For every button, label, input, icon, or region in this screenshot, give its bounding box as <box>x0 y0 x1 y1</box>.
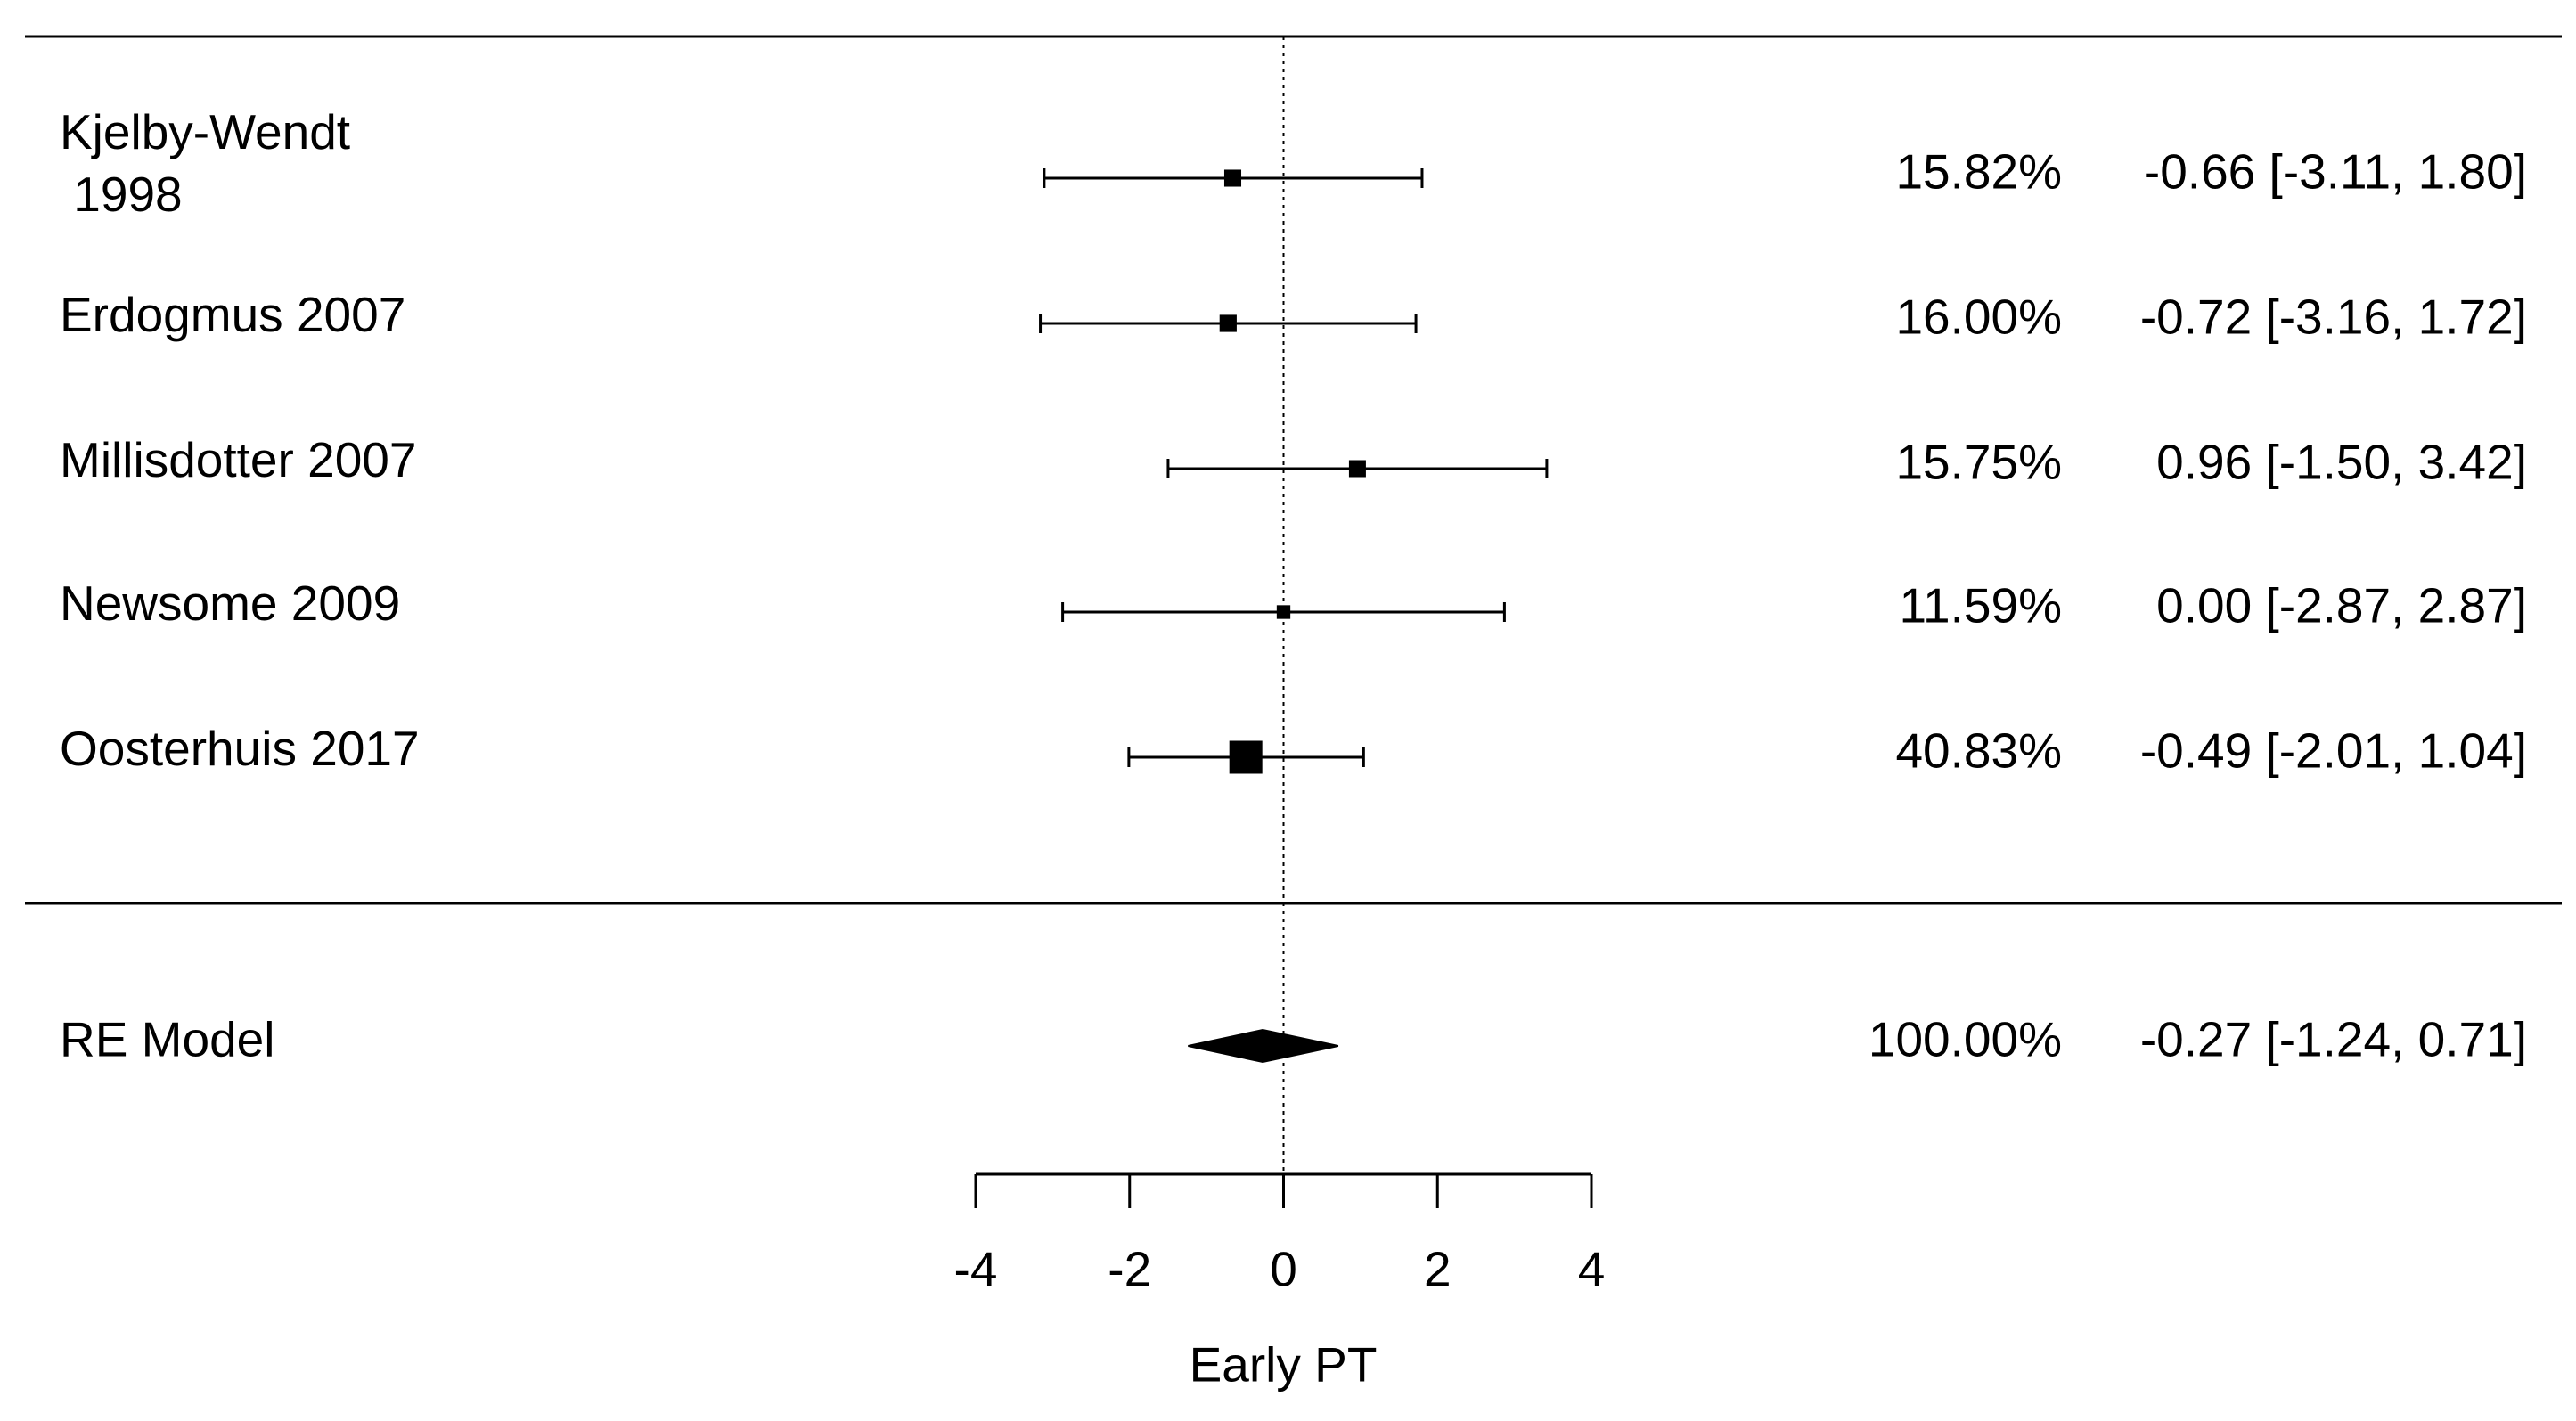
study-label: Oosterhuis 2017 <box>60 721 420 776</box>
summary-label: RE Model <box>60 1012 274 1067</box>
weight-label: 15.75% <box>1895 435 2062 490</box>
x-tick-label: 2 <box>1424 1242 1452 1297</box>
estimate-marker <box>1276 605 1291 619</box>
estimate-marker <box>1223 169 1242 187</box>
summary-diamond <box>1188 1028 1339 1064</box>
x-tick-label: 0 <box>1270 1242 1297 1297</box>
study-label: Newsome 2009 <box>60 576 401 631</box>
study-label: Kjelby-Wendt 1998 <box>60 104 351 222</box>
x-tick-label: 4 <box>1578 1242 1606 1297</box>
summary-weight-label: 100.00% <box>1869 1012 2062 1067</box>
summary-effect-label: -0.27 [-1.24, 0.71] <box>2140 1012 2527 1067</box>
x-tick-label: -2 <box>1108 1242 1151 1297</box>
estimate-marker <box>1219 314 1237 332</box>
study-label: Millisdotter 2007 <box>60 432 417 487</box>
effect-label: -0.66 [-3.11, 1.80] <box>2144 144 2527 200</box>
weight-label: 16.00% <box>1895 290 2062 345</box>
x-tick-label: -4 <box>954 1242 998 1297</box>
weight-label: 40.83% <box>1895 723 2062 779</box>
weight-label: 11.59% <box>1900 578 2062 633</box>
study-label: Erdogmus 2007 <box>60 287 406 342</box>
effect-label: 0.96 [-1.50, 3.42] <box>2156 435 2527 490</box>
effect-label: 0.00 [-2.87, 2.87] <box>2156 578 2527 633</box>
x-axis-label: Early PT <box>1190 1337 1378 1392</box>
estimate-marker <box>1348 460 1366 478</box>
effect-label: -0.49 [-2.01, 1.04] <box>2140 723 2527 779</box>
estimate-marker <box>1229 740 1263 774</box>
weight-label: 15.82% <box>1895 144 2062 200</box>
effect-label: -0.72 [-3.16, 1.72] <box>2140 290 2527 345</box>
